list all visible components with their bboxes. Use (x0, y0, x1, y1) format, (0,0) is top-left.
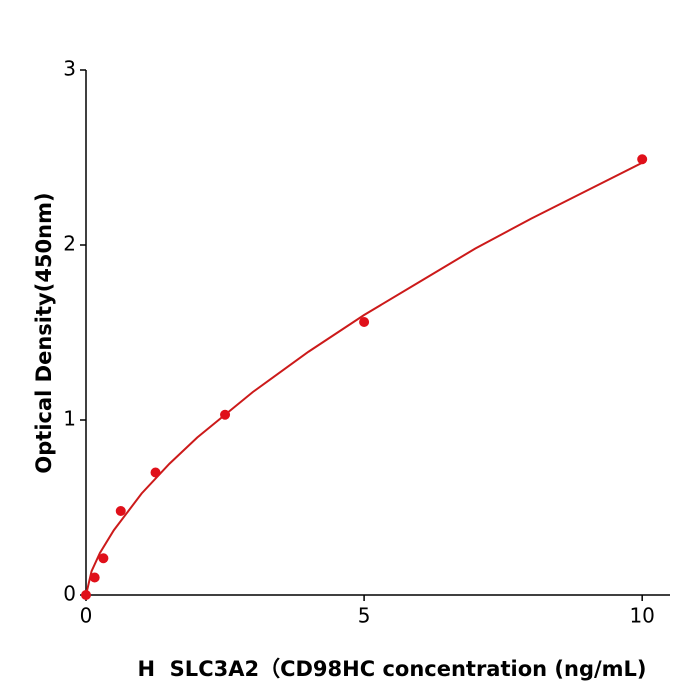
x-tick-label: 0 (80, 604, 93, 628)
x-tick-label: 10 (629, 604, 654, 628)
y-tick-label: 2 (63, 232, 76, 256)
x-tick-label: 5 (358, 604, 371, 628)
x-axis-title: H SLC3A2（CD98HC concentration (ng/mL) (137, 657, 646, 681)
fit-curve (85, 161, 643, 596)
y-tick-label: 1 (63, 407, 76, 431)
data-point (150, 467, 161, 478)
y-tick-label: 3 (63, 57, 76, 81)
data-point (359, 317, 370, 327)
data-point (637, 154, 648, 165)
data-point (89, 572, 100, 583)
data-point (115, 506, 126, 516)
data-point (81, 590, 91, 600)
data-point (220, 409, 231, 420)
y-tick-label: 0 (63, 582, 76, 606)
data-point (98, 553, 109, 564)
y-axis-title: Optical Density(450nm) (32, 192, 56, 473)
